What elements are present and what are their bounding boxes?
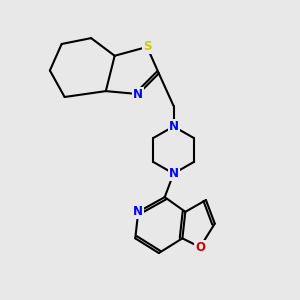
Text: N: N	[169, 167, 178, 180]
Text: S: S	[143, 40, 151, 53]
Text: N: N	[133, 205, 143, 218]
Text: N: N	[133, 88, 143, 100]
Text: N: N	[169, 120, 178, 133]
Text: O: O	[195, 241, 205, 254]
